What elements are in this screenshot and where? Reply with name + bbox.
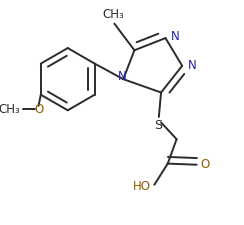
Text: CH₃: CH₃: [102, 8, 124, 21]
Text: O: O: [200, 158, 209, 171]
Text: N: N: [118, 70, 127, 83]
Text: S: S: [154, 119, 162, 132]
Text: HO: HO: [133, 180, 151, 193]
Text: O: O: [34, 103, 43, 116]
Text: N: N: [171, 30, 180, 43]
Text: CH₃: CH₃: [0, 103, 20, 116]
Text: N: N: [188, 59, 196, 72]
